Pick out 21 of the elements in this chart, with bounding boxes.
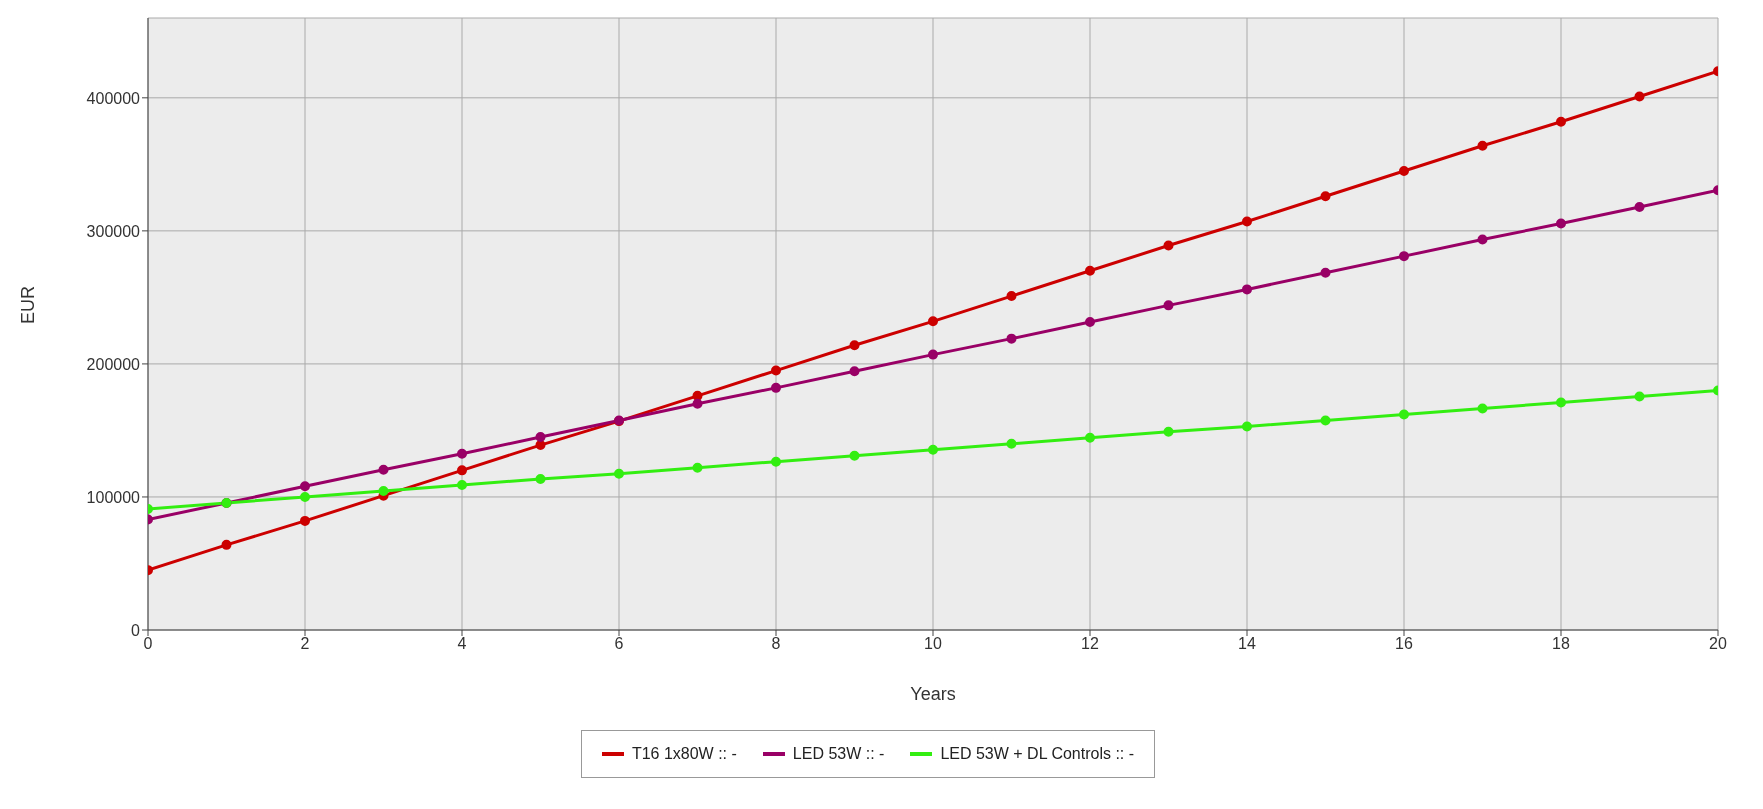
legend-label: LED 53W + DL Controls :: -: [939, 745, 1135, 763]
y-tick-label: 0: [131, 621, 141, 639]
y-tick-label: 100000: [86, 488, 141, 506]
x-tick-label: 20: [1709, 635, 1727, 653]
x-tick-label: 0: [143, 635, 153, 653]
x-tick-label: 12: [1081, 635, 1099, 653]
x-tick-label: 2: [300, 635, 310, 653]
legend-label: LED 53W :: -: [791, 745, 885, 763]
x-tick-label: 14: [1238, 635, 1256, 653]
y-tick-label: 400000: [86, 89, 141, 107]
x-tick-label: 18: [1552, 635, 1570, 653]
x-tick-label: 4: [457, 635, 467, 653]
y-tick-label: 300000: [86, 222, 141, 240]
x-axis-title: Years: [910, 684, 956, 704]
legend-label: T16 1x80W :: -: [630, 745, 737, 763]
y-tick-label: 200000: [86, 355, 141, 373]
y-axis-title: EUR: [18, 285, 39, 324]
x-tick-label: 6: [614, 635, 624, 653]
x-tick-label: 16: [1395, 635, 1413, 653]
x-tick-label: 10: [924, 635, 942, 653]
x-tick-label: 8: [771, 635, 781, 653]
